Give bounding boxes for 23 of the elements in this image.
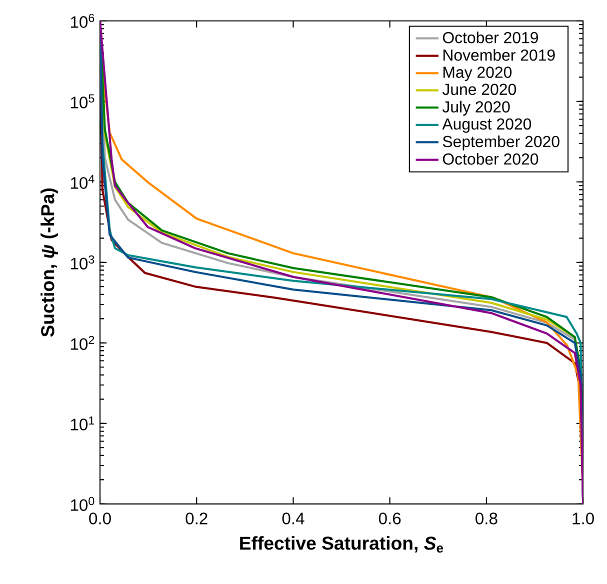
legend-label: September 2020 bbox=[442, 136, 560, 150]
y-tick-label: 10$^{3}$ bbox=[70, 255, 94, 270]
x-tick-label: 0.8 bbox=[476, 512, 498, 524]
legend-label: July 2020 bbox=[442, 100, 510, 116]
x-tick-label: 1.0 bbox=[572, 512, 594, 524]
y-tick-label: 10$^{6}$ bbox=[70, 14, 94, 28]
x-axis-title: Effective Saturation, S$_{e}$ bbox=[240, 536, 444, 553]
legend-label: October 2020 bbox=[442, 153, 538, 165]
x-tick-label: 0.4 bbox=[282, 512, 304, 524]
y-tick-label: 10$^{1}$ bbox=[70, 416, 94, 430]
y-tick-label: 10$^{0}$ bbox=[70, 496, 94, 511]
y-tick-label: 10$^{5}$ bbox=[70, 94, 94, 108]
legend-label: November 2019 bbox=[443, 49, 555, 61]
y-tick-label: 10$^{4}$ bbox=[70, 174, 94, 189]
x-tick-label: 0.0 bbox=[89, 512, 111, 524]
legend-label: August 2020 bbox=[442, 118, 532, 133]
legend-label: May 2020 bbox=[443, 66, 512, 82]
legend-label: October 2019 bbox=[442, 32, 538, 44]
x-tick-label: 0.6 bbox=[378, 512, 401, 524]
y-tick-label: 10$^{2}$ bbox=[70, 336, 94, 350]
x-tick-label: 0.2 bbox=[186, 512, 208, 524]
y-axis-title: Suction, ψ (-kPa) bbox=[40, 188, 58, 337]
legend-label: June 2020 bbox=[442, 84, 516, 96]
